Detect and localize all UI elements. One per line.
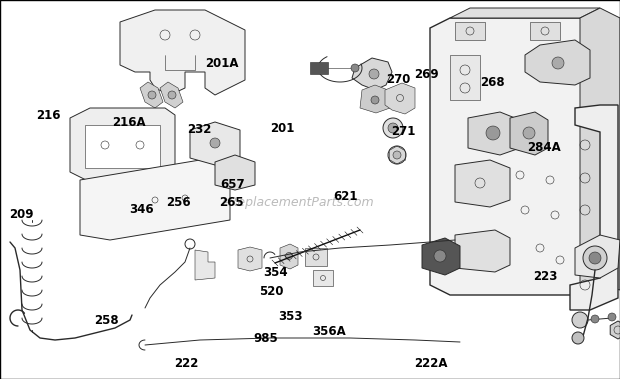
Circle shape (168, 91, 176, 99)
Text: 216: 216 (36, 109, 61, 122)
Circle shape (608, 313, 616, 321)
Polygon shape (195, 250, 215, 280)
Polygon shape (70, 108, 175, 182)
Circle shape (369, 69, 379, 79)
Polygon shape (80, 160, 230, 240)
Circle shape (285, 252, 293, 260)
Polygon shape (215, 155, 255, 190)
Polygon shape (450, 8, 600, 18)
Text: 354: 354 (263, 266, 288, 279)
Polygon shape (575, 235, 620, 278)
Polygon shape (160, 82, 183, 108)
Polygon shape (580, 8, 620, 295)
Bar (455, 22, 485, 40)
Text: 621: 621 (333, 190, 358, 203)
Text: 284A: 284A (528, 141, 561, 153)
Polygon shape (450, 55, 480, 100)
Text: 268: 268 (480, 76, 505, 89)
Polygon shape (238, 247, 262, 271)
Circle shape (591, 315, 599, 323)
Circle shape (371, 96, 379, 104)
Text: eReplacementParts.com: eReplacementParts.com (221, 196, 374, 209)
Circle shape (589, 252, 601, 264)
Text: 216A: 216A (112, 116, 146, 129)
Polygon shape (510, 112, 548, 155)
Text: 985: 985 (253, 332, 278, 345)
Circle shape (148, 91, 156, 99)
Text: 258: 258 (94, 314, 119, 327)
Polygon shape (525, 40, 590, 85)
Text: 356A: 356A (312, 325, 345, 338)
Polygon shape (360, 85, 390, 113)
Text: 223: 223 (533, 270, 558, 283)
Text: 201: 201 (270, 122, 294, 135)
Polygon shape (570, 105, 618, 310)
Polygon shape (455, 230, 510, 272)
Text: 232: 232 (187, 123, 212, 136)
Text: 346: 346 (129, 203, 154, 216)
Polygon shape (422, 238, 460, 275)
Text: 520: 520 (259, 285, 284, 298)
Polygon shape (455, 160, 510, 207)
Circle shape (210, 138, 220, 148)
Circle shape (552, 57, 564, 69)
Text: 222: 222 (174, 357, 198, 370)
Text: 657: 657 (220, 179, 245, 191)
Polygon shape (190, 122, 240, 165)
Circle shape (388, 146, 406, 164)
Text: 222A: 222A (414, 357, 448, 370)
Circle shape (388, 123, 398, 133)
Bar (310, 62, 328, 74)
Text: 209: 209 (9, 208, 34, 221)
Polygon shape (120, 10, 245, 95)
Text: 271: 271 (391, 125, 415, 138)
Text: 201A: 201A (205, 57, 239, 70)
Circle shape (434, 250, 446, 262)
Text: 353: 353 (278, 310, 303, 323)
Polygon shape (352, 58, 392, 90)
Polygon shape (140, 82, 163, 108)
Circle shape (523, 127, 535, 139)
Polygon shape (85, 125, 160, 168)
Text: 265: 265 (219, 196, 244, 208)
Polygon shape (280, 244, 298, 269)
Bar (530, 22, 560, 40)
Circle shape (572, 312, 588, 328)
Text: 270: 270 (386, 73, 411, 86)
Polygon shape (468, 112, 520, 155)
Circle shape (486, 126, 500, 140)
Circle shape (583, 246, 607, 270)
Bar (305, 248, 327, 266)
Polygon shape (610, 321, 620, 339)
Polygon shape (430, 18, 600, 295)
Circle shape (383, 118, 403, 138)
Circle shape (572, 332, 584, 344)
Text: 256: 256 (166, 196, 191, 208)
Circle shape (351, 64, 359, 72)
Circle shape (393, 151, 401, 159)
Text: 269: 269 (414, 68, 439, 81)
Polygon shape (385, 83, 415, 114)
Bar (313, 270, 333, 286)
